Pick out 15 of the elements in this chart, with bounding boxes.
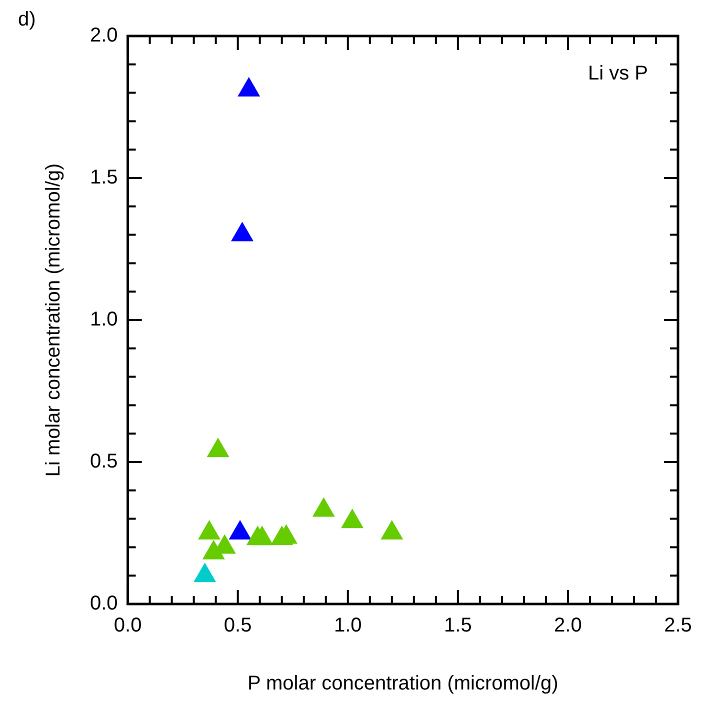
x-tick-label: 2.0 [554, 614, 582, 637]
y-tick-label: 0.0 [90, 592, 118, 615]
y-axis-title: Li molar concentration (micromol/g) [42, 163, 65, 477]
x-tick-label: 1.0 [334, 614, 362, 637]
x-tick-label: 0.5 [224, 614, 252, 637]
chart-title: d) [18, 8, 36, 31]
x-tick-label: 1.5 [444, 614, 472, 637]
y-tick-label: 1.5 [90, 166, 118, 189]
x-tick-label: 2.5 [664, 614, 692, 637]
y-tick-label: 1.0 [90, 308, 118, 331]
y-tick-label: 0.5 [90, 450, 118, 473]
annotation: Li vs P [588, 62, 648, 85]
y-tick-label: 2.0 [90, 24, 118, 47]
x-tick-label: 0.0 [114, 614, 142, 637]
x-axis-title: P molar concentration (micromol/g) [247, 672, 558, 695]
